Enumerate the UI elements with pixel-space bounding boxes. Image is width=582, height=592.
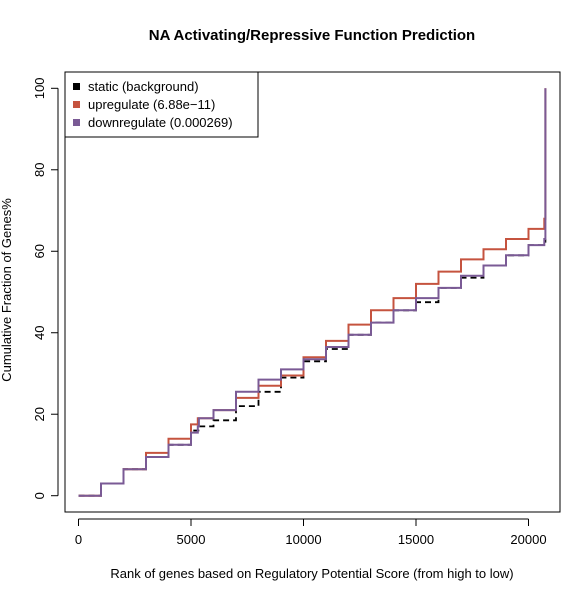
x-tick-label: 0 [75, 532, 82, 547]
legend-label: static (background) [88, 79, 199, 94]
y-tick-label: 80 [32, 163, 47, 177]
legend-box [64, 71, 259, 138]
legend-swatch [73, 83, 80, 90]
y-tick-label: 0 [32, 492, 47, 499]
series-line-1 [78, 88, 547, 497]
plot-frame [64, 71, 561, 513]
y-tick-label: 60 [32, 244, 47, 258]
legend: static (background) upregulate (6.88e−11)… [64, 71, 259, 138]
y-axis: 0 20 40 60 80 100 [32, 77, 59, 499]
x-axis-label: Rank of genes based on Regulatory Potent… [110, 566, 513, 581]
x-tick-label: 20000 [510, 532, 546, 547]
legend-label: downregulate (0.000269) [88, 115, 233, 130]
series-line-2 [78, 88, 547, 497]
x-tick-label: 10000 [285, 532, 321, 547]
series-layer [78, 88, 547, 497]
legend-swatch [73, 101, 80, 108]
x-axis: 0 5000 10000 15000 20000 [75, 518, 547, 547]
x-tick-label: 15000 [398, 532, 434, 547]
chart-title: NA Activating/Repressive Function Predic… [149, 27, 475, 44]
y-tick-label: 20 [32, 407, 47, 421]
legend-label: upregulate (6.88e−11) [88, 97, 215, 112]
y-tick-label: 100 [32, 77, 47, 99]
x-tick-label: 5000 [177, 532, 206, 547]
y-tick-label: 40 [32, 326, 47, 340]
legend-swatch [73, 119, 80, 126]
y-axis-label: Cumulative Fraction of Genes% [0, 198, 14, 382]
